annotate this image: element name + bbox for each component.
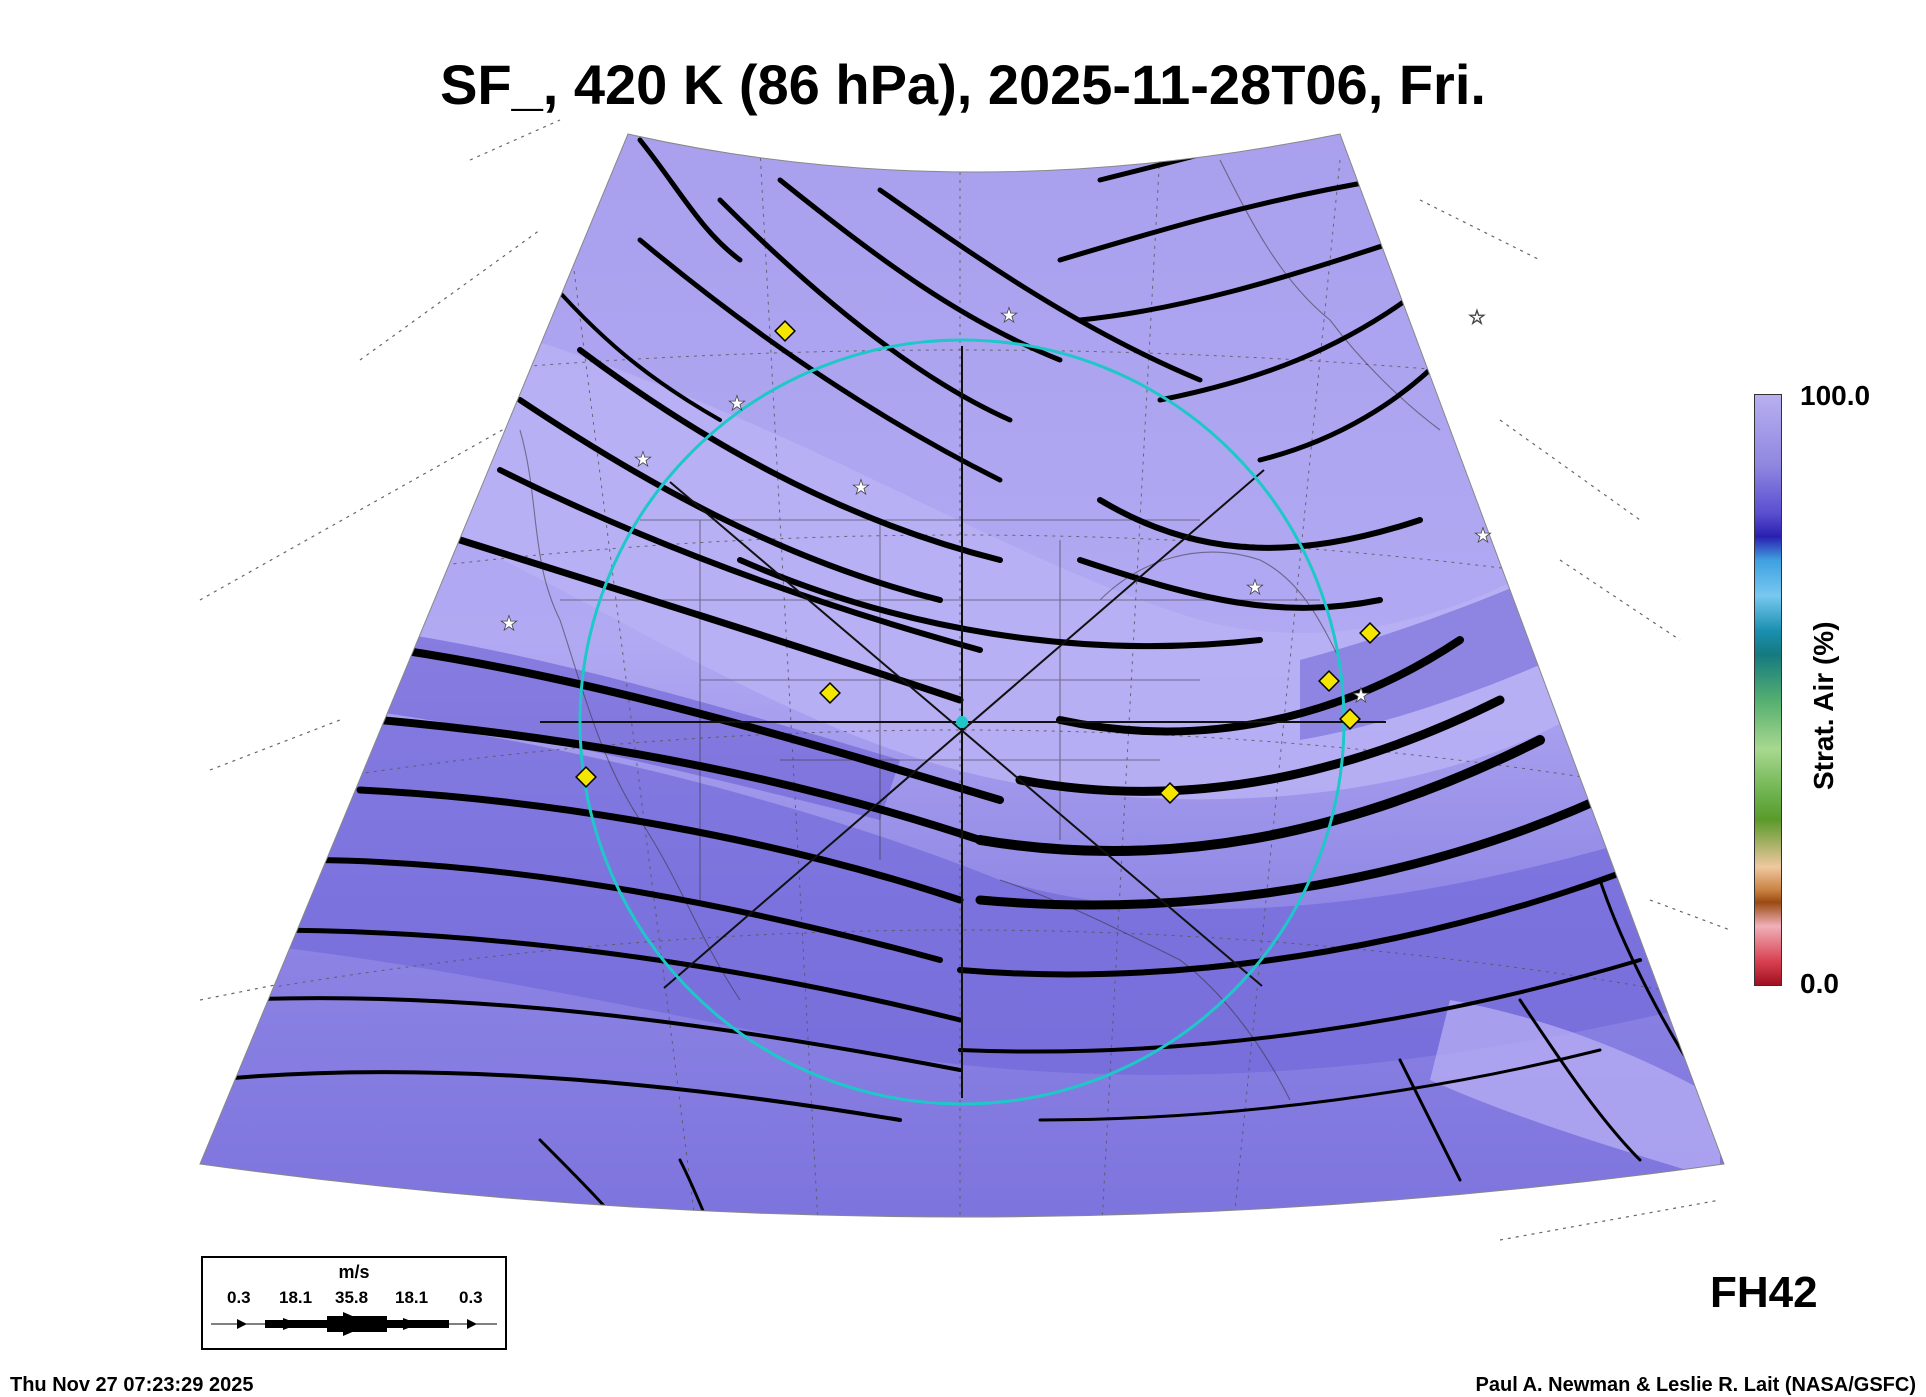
wind-legend-value: 35.8 bbox=[335, 1288, 369, 1307]
white-star-markers: ★ ★ ★ ★ ★ ★ ★ ☆ ★ bbox=[500, 303, 1493, 708]
wind-legend-arrows bbox=[211, 1312, 497, 1336]
svg-text:★: ★ bbox=[634, 447, 652, 471]
colorbar-min-label: 0.0 bbox=[1800, 968, 1839, 999]
streamlines bbox=[208, 134, 1702, 1217]
yellow-diamond-markers bbox=[575, 320, 1381, 804]
svg-text:★: ★ bbox=[852, 475, 870, 499]
wind-legend-value: 0.3 bbox=[227, 1288, 251, 1307]
graticule-outer bbox=[199, 119, 1731, 1241]
svg-text:☆: ☆ bbox=[1468, 305, 1486, 329]
page-title: SF_, 420 K (86 hPa), 2025-11-28T06, Fri. bbox=[440, 53, 1486, 116]
wind-legend-value: 0.3 bbox=[459, 1288, 483, 1307]
wind-speed-legend: m/s 0.3 18.1 35.8 18.1 0.3 bbox=[201, 1256, 507, 1350]
wind-legend-value: 18.1 bbox=[395, 1288, 429, 1307]
forecast-hour-label: FH42 bbox=[1710, 1268, 1818, 1317]
svg-text:★: ★ bbox=[500, 611, 518, 635]
wind-legend-value: 18.1 bbox=[279, 1288, 313, 1307]
svg-text:★: ★ bbox=[1352, 683, 1370, 707]
colorbar-title: Strat. Air (%) bbox=[1808, 621, 1839, 790]
map-sector-border bbox=[199, 133, 1725, 1218]
wind-legend-unit: m/s bbox=[338, 1262, 370, 1282]
credit-text: Paul A. Newman & Leslie R. Lait (NASA/GS… bbox=[1475, 1374, 1916, 1396]
svg-text:★: ★ bbox=[728, 391, 746, 415]
svg-text:★: ★ bbox=[1474, 523, 1492, 547]
svg-text:★: ★ bbox=[1000, 303, 1018, 327]
svg-text:★: ★ bbox=[1246, 575, 1264, 599]
stratospheric-air-field bbox=[200, 134, 1724, 1217]
colorbar-max-label: 100.0 bbox=[1800, 380, 1871, 411]
colorbar bbox=[1754, 394, 1782, 986]
generation-timestamp: Thu Nov 27 07:23:29 2025 bbox=[10, 1374, 254, 1396]
center-point bbox=[956, 716, 968, 728]
